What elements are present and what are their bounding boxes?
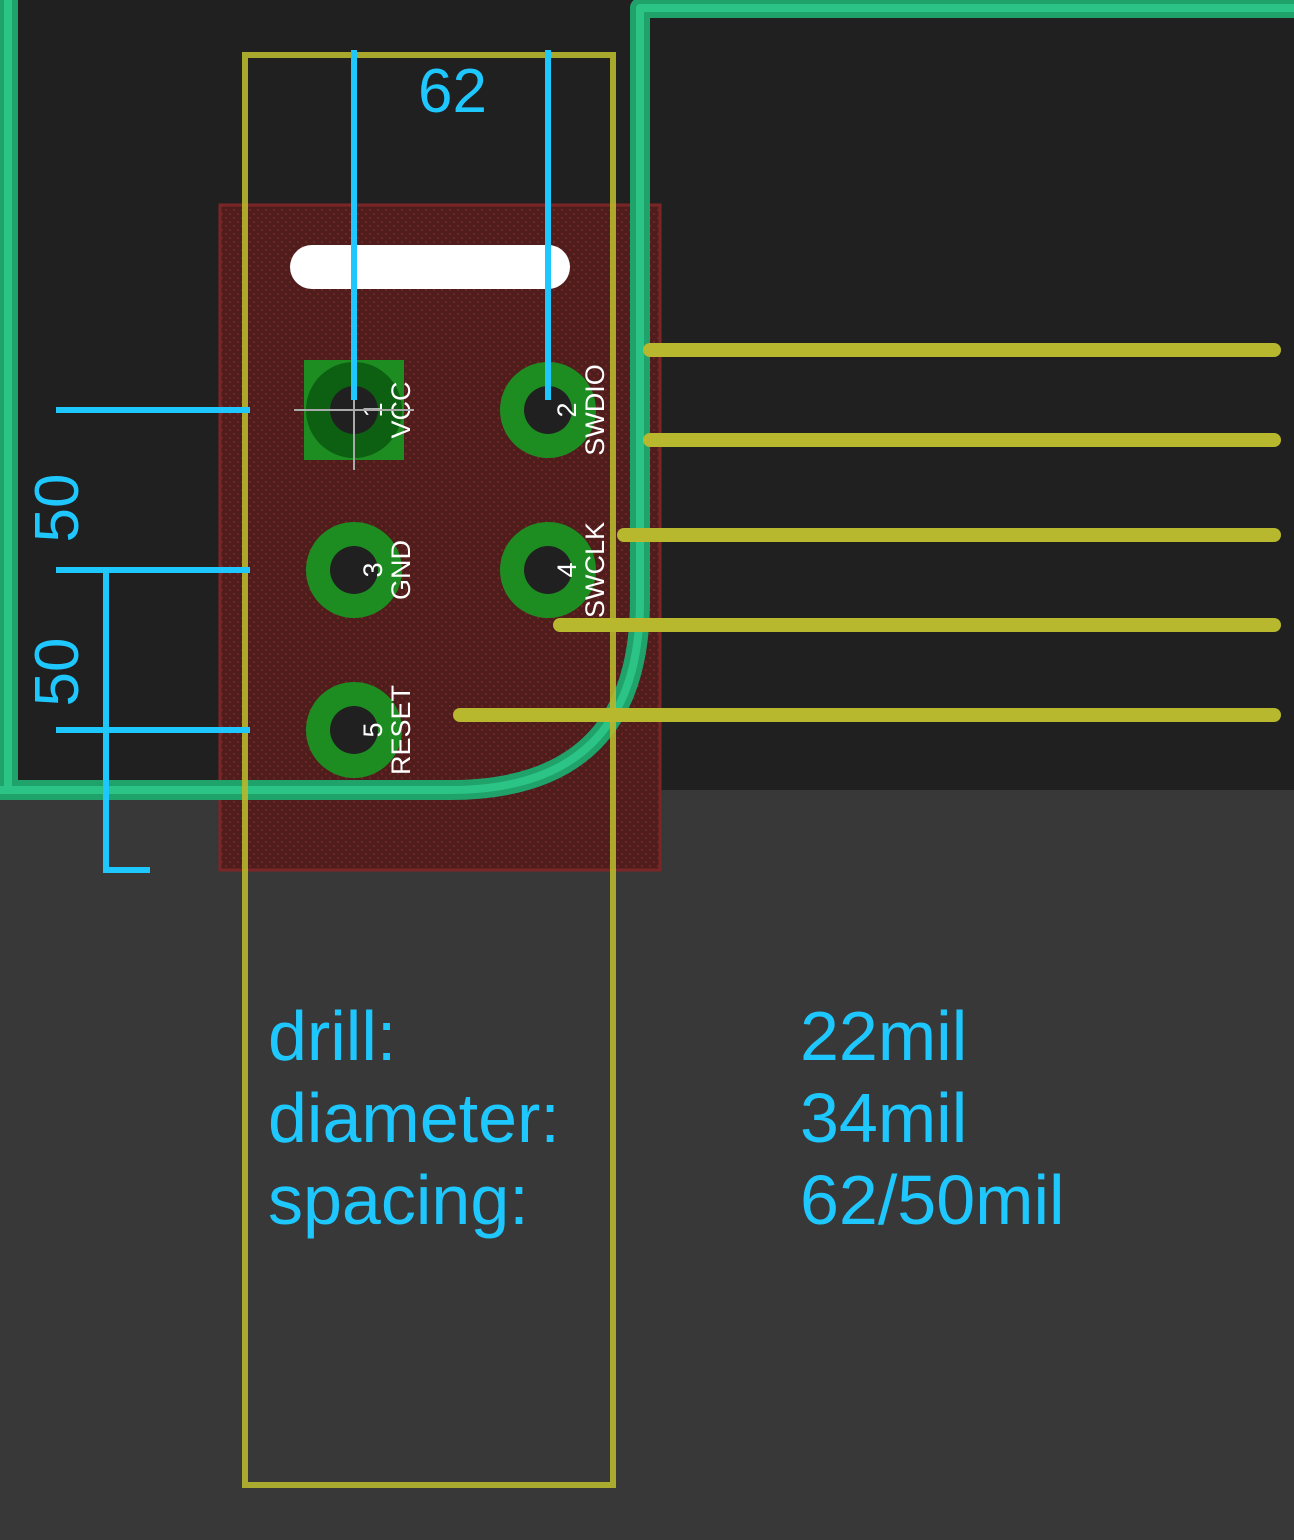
info-value-diameter: 34mil <box>800 1079 967 1157</box>
dim-top-label: 62 <box>418 57 487 126</box>
pin-num-2: 2 <box>552 402 582 417</box>
pad-5: 5 RESET <box>306 682 416 778</box>
pin-num-4: 4 <box>552 562 582 577</box>
info-label-drill: drill: <box>268 997 396 1075</box>
info-label-diameter: diameter: <box>268 1079 560 1157</box>
pad-4: 4 SWCLK <box>500 522 610 618</box>
pin-label-reset: RESET <box>386 685 416 775</box>
pin-label-swclk: SWCLK <box>580 522 610 618</box>
pad-2: 2 SWDIO <box>500 362 610 458</box>
dim-left-50-upper: 50 <box>23 474 92 543</box>
dim-left-50-lower: 50 <box>23 638 92 707</box>
pin-label-swdio: SWDIO <box>580 364 610 456</box>
pin-label-gnd: GND <box>386 540 416 600</box>
info-value-drill: 22mil <box>800 997 967 1075</box>
orientation-slot <box>290 245 570 289</box>
info-value-spacing: 62/50mil <box>800 1161 1065 1239</box>
pin-num-5: 5 <box>358 722 388 737</box>
info-label-spacing: spacing: <box>268 1161 529 1239</box>
pcb-footprint-diagram: 1 VCC 2 SWDIO 3 GND 4 <box>0 0 1294 1540</box>
pin-num-3: 3 <box>358 562 388 577</box>
